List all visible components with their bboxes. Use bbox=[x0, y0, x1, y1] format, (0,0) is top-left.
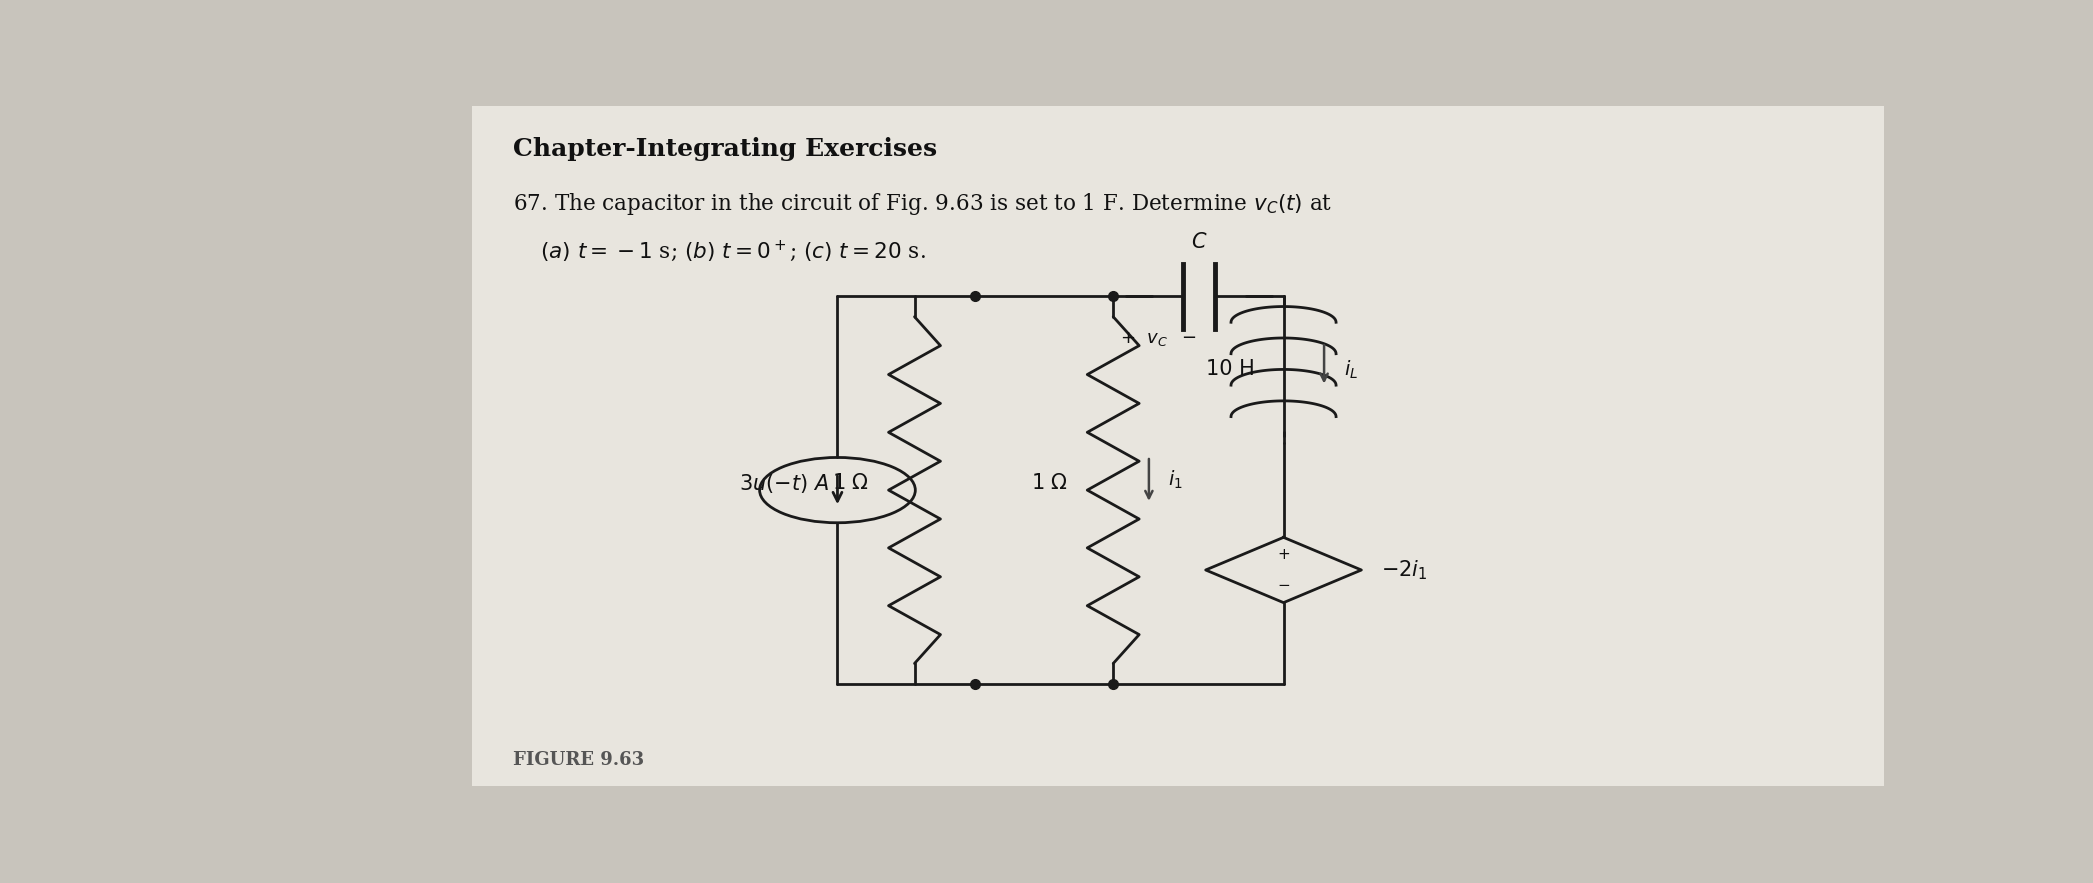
Text: −: − bbox=[1277, 578, 1289, 593]
Text: $-2i_1$: $-2i_1$ bbox=[1381, 558, 1427, 582]
Text: 67. The capacitor in the circuit of Fig. 9.63 is set to 1 F. Determine $v_C(t)$ : 67. The capacitor in the circuit of Fig.… bbox=[513, 191, 1333, 217]
Text: $C$: $C$ bbox=[1191, 232, 1208, 253]
FancyBboxPatch shape bbox=[473, 106, 1884, 786]
Text: 1 $\Omega$: 1 $\Omega$ bbox=[833, 473, 869, 494]
Text: $(a)\ t = -1$ s; $(b)\ t = 0^+$; $(c)\ t = 20$ s.: $(a)\ t = -1$ s; $(b)\ t = 0^+$; $(c)\ t… bbox=[513, 238, 925, 264]
Text: Chapter-Integrating Exercises: Chapter-Integrating Exercises bbox=[513, 137, 938, 161]
Text: $+\ \ v_C\ \ -$: $+\ \ v_C\ \ -$ bbox=[1120, 330, 1197, 348]
Text: $3u(-t)$ A: $3u(-t)$ A bbox=[739, 472, 829, 494]
Text: $i_L$: $i_L$ bbox=[1344, 358, 1358, 381]
Text: FIGURE 9.63: FIGURE 9.63 bbox=[513, 751, 645, 769]
Text: $i_1$: $i_1$ bbox=[1168, 469, 1183, 491]
Text: 1 $\Omega$: 1 $\Omega$ bbox=[1030, 473, 1067, 494]
Text: 10 H: 10 H bbox=[1206, 359, 1254, 380]
Text: +: + bbox=[1277, 547, 1289, 562]
